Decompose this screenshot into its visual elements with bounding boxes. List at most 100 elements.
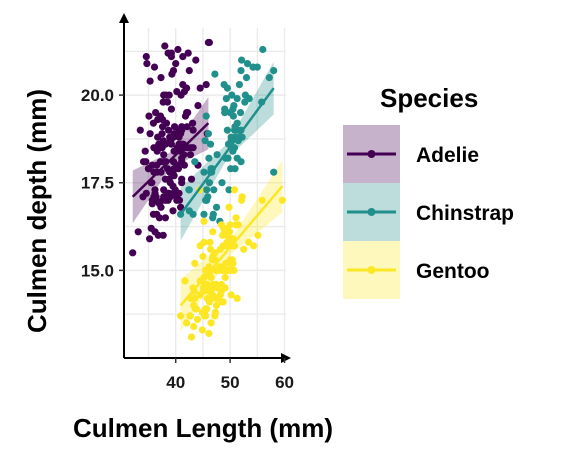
point-adelie	[144, 165, 153, 173]
point-gentoo	[181, 277, 189, 285]
point-adelie	[136, 126, 144, 134]
point-gentoo	[254, 231, 262, 239]
point-chinstrap	[242, 74, 251, 82]
point-chinstrap	[238, 56, 246, 64]
point-adelie	[149, 119, 157, 127]
y-tick-label: 20.0	[81, 86, 114, 105]
point-adelie	[154, 133, 162, 141]
point-adelie	[187, 175, 196, 183]
point-adelie	[189, 144, 197, 152]
point-adelie	[162, 91, 170, 99]
point-gentoo	[218, 298, 226, 306]
point-adelie	[163, 165, 172, 173]
point-adelie	[186, 151, 194, 159]
point-chinstrap	[230, 144, 239, 152]
point-gentoo	[187, 333, 196, 341]
x-tick-label: 60	[275, 373, 294, 392]
point-chinstrap	[227, 165, 235, 173]
point-chinstrap	[245, 95, 253, 103]
point-adelie	[165, 126, 173, 134]
point-gentoo	[191, 294, 199, 302]
point-chinstrap	[204, 130, 212, 138]
point-gentoo	[211, 312, 219, 320]
point-chinstrap	[205, 154, 213, 162]
point-adelie	[180, 151, 188, 159]
point-gentoo	[205, 298, 213, 306]
point-gentoo	[198, 326, 206, 334]
point-chinstrap	[237, 67, 245, 75]
point-adelie	[163, 98, 172, 106]
point-chinstrap	[185, 186, 193, 194]
legend-key-point	[367, 208, 376, 216]
point-adelie	[161, 214, 169, 222]
point-gentoo	[207, 273, 215, 281]
point-adelie	[180, 88, 188, 96]
point-gentoo	[199, 252, 207, 260]
point-gentoo	[216, 263, 224, 271]
point-gentoo	[190, 301, 198, 309]
y-tick-label: 17.5	[81, 174, 114, 193]
point-chinstrap	[202, 112, 210, 120]
point-chinstrap	[222, 95, 230, 103]
point-gentoo	[226, 228, 234, 236]
point-gentoo	[220, 224, 228, 232]
point-chinstrap	[253, 63, 261, 71]
point-adelie	[177, 203, 185, 211]
point-chinstrap	[213, 151, 221, 159]
point-gentoo	[202, 284, 210, 292]
point-adelie	[194, 102, 202, 110]
legend-label: Chinstrap	[416, 202, 514, 225]
regression-lines	[131, 87, 284, 307]
grid-lines	[124, 28, 286, 358]
point-chinstrap	[270, 168, 278, 176]
point-gentoo	[209, 280, 217, 288]
point-gentoo	[207, 319, 215, 327]
point-adelie	[129, 249, 137, 257]
point-adelie	[171, 186, 179, 194]
legend-label: Gentoo	[416, 260, 490, 283]
point-adelie	[196, 84, 204, 92]
y-tick-label: 15.0	[81, 261, 114, 280]
point-adelie	[142, 53, 150, 61]
point-gentoo	[234, 221, 242, 229]
point-adelie	[146, 130, 154, 138]
point-chinstrap	[210, 186, 218, 194]
point-gentoo	[278, 196, 286, 204]
point-gentoo	[227, 291, 235, 299]
point-gentoo	[191, 259, 199, 267]
point-gentoo	[245, 238, 253, 246]
y-axis-ticks: 15.0 17.5 20.0	[81, 86, 124, 280]
point-chinstrap	[230, 102, 238, 110]
point-gentoo	[240, 245, 248, 253]
point-adelie	[166, 193, 174, 201]
point-gentoo	[198, 308, 206, 316]
point-adelie	[143, 60, 151, 68]
point-chinstrap	[259, 45, 267, 54]
point-chinstrap	[224, 154, 232, 162]
point-chinstrap	[225, 186, 233, 194]
point-chinstrap	[228, 91, 236, 99]
point-chinstrap	[205, 179, 213, 187]
point-adelie	[167, 140, 175, 148]
point-chinstrap	[206, 140, 215, 148]
point-adelie	[185, 67, 193, 75]
point-adelie	[189, 126, 197, 134]
point-adelie	[179, 81, 187, 89]
point-gentoo	[229, 259, 237, 267]
fit-line-chinstrap	[179, 87, 275, 216]
point-adelie	[170, 165, 178, 173]
point-gentoo	[238, 193, 246, 201]
point-adelie	[146, 235, 154, 243]
legend-entry-adelie: Adelie	[343, 125, 479, 183]
point-adelie	[162, 119, 171, 127]
point-chinstrap	[237, 158, 245, 166]
legend-entry-gentoo: Gentoo	[343, 241, 490, 299]
point-gentoo	[233, 294, 241, 302]
point-adelie	[155, 214, 163, 222]
point-adelie	[202, 81, 210, 89]
point-chinstrap	[229, 112, 237, 120]
point-adelie	[154, 231, 162, 239]
point-gentoo	[183, 319, 191, 327]
point-gentoo	[200, 217, 208, 225]
